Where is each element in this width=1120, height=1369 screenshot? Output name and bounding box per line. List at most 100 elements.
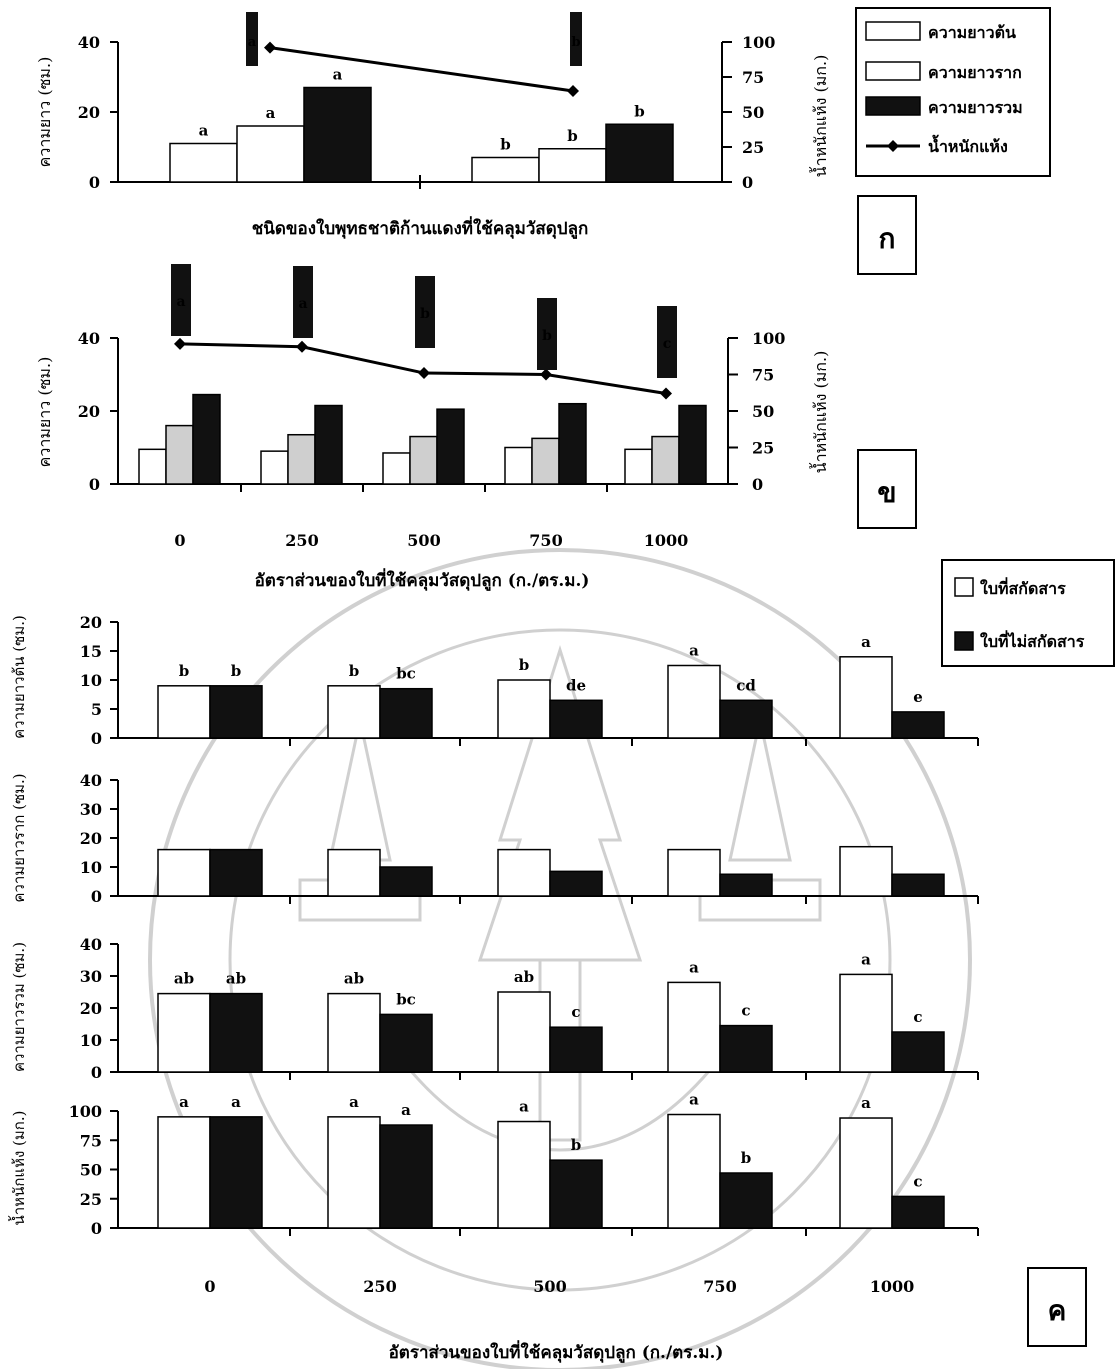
- panel-a: 0 20 40 0 25 50 75 100 a a a b b b a b ความยาว (ซม.)…: [35, 12, 830, 240]
- panel-b-category-label: 750: [529, 531, 562, 550]
- panel-a-bar-letter: b: [500, 136, 511, 154]
- panel-c-bar-letter: a: [689, 642, 699, 660]
- panel-a-x-axis-title: ชนิดของใบพุทธชาติก้านแดงที่ใช้คลุมวัสดุป…: [252, 216, 589, 240]
- panel-a-bar: [605, 123, 674, 183]
- panel-c-y-tick-label: 20: [80, 829, 102, 848]
- panel-c-y-tick-label: 0: [91, 1219, 102, 1238]
- panel-c-bar-letter: a: [861, 950, 871, 968]
- panel-c-bar: [379, 687, 433, 739]
- panel-c-bar: [839, 973, 893, 1073]
- panel-c-bar: [327, 848, 381, 897]
- panel-b: 0 20 40 0 25 50 75 100 a a b b c 0 250 500 750 1000 คว…: [35, 264, 830, 592]
- panel-c-bar-letter: b: [179, 662, 190, 680]
- panel-c-bar-letter: de: [566, 676, 586, 694]
- panel-a-right-tick-label: 25: [742, 138, 764, 157]
- panel-b-x-axis-title: อัตราส่วนของใบที่ใช้คลุมวัสดุปลูก (ก./ตร…: [255, 568, 590, 592]
- legend-label-unextracted: ใบที่ไม่สกัดสาร: [980, 630, 1085, 651]
- panel-c-bar-letter: a: [689, 1091, 699, 1109]
- panel-c-y-tick-label: 20: [80, 613, 102, 632]
- panel-b-left-tick-label: 0: [89, 475, 100, 494]
- panel-b-dry-weight-point: [296, 340, 308, 353]
- panel-a-bar: [471, 156, 540, 183]
- panel-c-bar-letter: bc: [396, 665, 416, 683]
- panel-b-bar: [624, 448, 653, 485]
- panel-c-label: ค: [1048, 1294, 1067, 1327]
- panel-a-label-box: [857, 195, 917, 275]
- panel-c4-y-axis-title: น้ำหนักแห้ง (มก.): [8, 1111, 28, 1226]
- legend-label-shoot: ความยาวต้น: [928, 23, 1016, 42]
- panel-c-bar: [327, 1116, 381, 1229]
- panel-c-y-tick-label: 10: [80, 858, 102, 877]
- panel-c-label-box: [1027, 1267, 1087, 1347]
- panel-b-right-axis-title: น้ำหนักแห้ง (มก.): [809, 351, 830, 474]
- panel-c-category-label: 500: [533, 1277, 566, 1296]
- panel-b-dry-weight-point: [418, 367, 430, 380]
- panel-c-bar-letter: a: [179, 1093, 189, 1111]
- panel-b-letter-box: [537, 298, 557, 370]
- panel-b-bar: [678, 404, 707, 485]
- panel-c-bar-letter: c: [913, 1172, 922, 1190]
- panel-b-letter-box: [171, 264, 191, 336]
- panel-a-dry-weight-line: [269, 46, 574, 93]
- panel-c-bar-letter: b: [231, 662, 242, 680]
- legend-bottom: ใบที่สกัดสาร ใบที่ไม่สกัดสาร: [941, 559, 1115, 667]
- panel-a-bar-letter: a: [199, 122, 209, 140]
- panel-a-left-tick-label: 0: [89, 173, 100, 192]
- panel-c-y-tick-label: 0: [91, 887, 102, 906]
- panel-b-letter-box: [657, 306, 677, 378]
- panel-c-bar-letter: c: [571, 1003, 580, 1021]
- panel-a-right-axis-title: น้ำหนักแห้ง (มก.): [809, 55, 830, 178]
- legend-label-dry-weight: น้ำหนักแห้ง: [928, 134, 1008, 156]
- panel-c-root-length: 0 10 20 30 40: [80, 771, 979, 906]
- panel-a-letter-box: [246, 12, 258, 66]
- panel-c-bar: [839, 845, 893, 897]
- panel-b-dry-weight-letter: a: [176, 294, 185, 310]
- panel-b-dry-weight-point: [174, 337, 186, 350]
- panel-a-bar-letter: b: [567, 127, 578, 145]
- panel-c-bar-letter: c: [913, 1008, 922, 1026]
- panel-a-right-tick-label: 0: [742, 173, 753, 192]
- panel-c-bar: [891, 711, 945, 739]
- panel-c-bar-letter: a: [519, 1098, 529, 1116]
- panel-c1-y-axis-title: ความยาวต้น (ซม.): [10, 615, 28, 739]
- panel-c-bar: [209, 848, 263, 897]
- panel-c-y-tick-label: 20: [80, 999, 102, 1018]
- panel-c-shoot-length: 0 5 10 15 20 b b b bc b de a cd a e: [80, 613, 979, 748]
- panel-c-category-label: 1000: [870, 1277, 915, 1296]
- panel-c-y-tick-label: 40: [80, 771, 102, 790]
- panel-b-letter-box: [293, 266, 313, 338]
- panel-c-bar-letter: cd: [736, 676, 756, 694]
- panel-c-category-label: 0: [204, 1277, 215, 1296]
- panel-b-category-label: 0: [174, 531, 185, 550]
- panel-c-bar-letter: e: [913, 688, 923, 706]
- panel-c-bar: [549, 1159, 603, 1229]
- panel-b-bar: [260, 450, 289, 485]
- panel-c-bar-letter: b: [519, 656, 530, 674]
- panel-c-bar-letter: c: [741, 1002, 750, 1020]
- panel-c-y-tick-label: 25: [80, 1190, 102, 1209]
- legend-swatch-unextracted: [954, 631, 974, 651]
- panel-c-bar-letter: bc: [396, 990, 416, 1008]
- panel-c-bar: [839, 1117, 893, 1229]
- panel-b-dry-weight-letter: b: [420, 306, 430, 322]
- panel-b-right-tick-label: 75: [752, 366, 774, 385]
- panel-c-bar-letter: a: [689, 958, 699, 976]
- panel-c-bar-letter: a: [231, 1093, 241, 1111]
- panel-a-left-axis-title: ความยาว (ซม.): [35, 57, 54, 168]
- panel-c-bar-letter: ab: [344, 970, 364, 988]
- panel-c-bar: [209, 685, 263, 739]
- panel-a-left-tick-label: 40: [78, 33, 100, 52]
- panel-c-bar: [379, 866, 433, 897]
- panel-c-bar-letter: a: [861, 1094, 871, 1112]
- legend-swatch-root: [865, 61, 921, 81]
- panel-c-bar-letter: b: [571, 1136, 582, 1154]
- panel-c-bar: [719, 699, 773, 739]
- panel-c-bar: [667, 1113, 721, 1229]
- panel-c3-y-axis-title: ความยาวรวม (ซม.): [10, 942, 28, 1072]
- panel-c-total-length: 0 10 20 30 40 ab ab ab bc ab c a c a c: [80, 935, 979, 1082]
- panel-b-label: ข: [877, 476, 896, 509]
- panel-c-y-tick-label: 0: [91, 729, 102, 748]
- panel-a-right-tick-label: 75: [742, 68, 764, 87]
- legend-label-root: ความยาวราก: [928, 63, 1022, 82]
